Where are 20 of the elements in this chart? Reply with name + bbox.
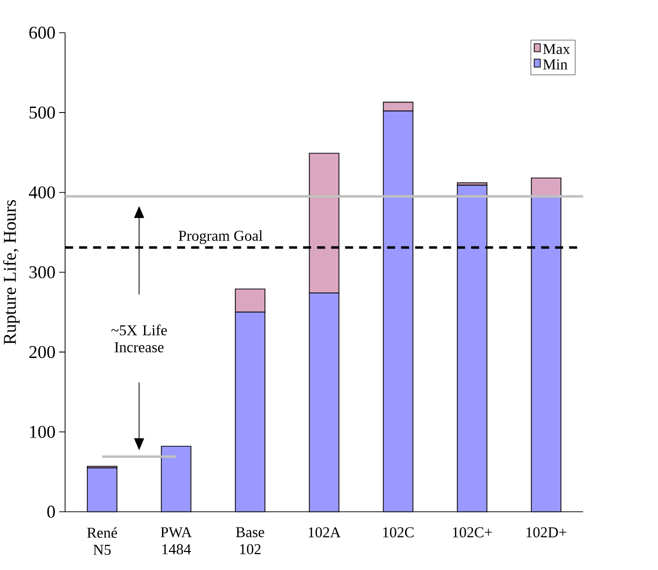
x-tick-label: 102D+ (526, 527, 566, 538)
y-axis-title: Rupture Life, Hours (3, 200, 20, 344)
x-tick-label: Base 102 (236, 527, 264, 554)
y-tick-label: 100 (30, 426, 55, 438)
y-tick-label: 600 (29, 26, 55, 39)
ref-line-label: Program Goal (178, 230, 262, 244)
x-tick-label: 102C (383, 527, 414, 538)
y-tick-label: 0 (47, 506, 55, 518)
x-tick-label: 102A (308, 527, 341, 538)
annotation: ~5X Life Increase (111, 324, 167, 352)
x-tick-label: PWA 1484 (160, 527, 192, 554)
bar (530, 178, 562, 197)
x-tick-label: René N5 (87, 527, 118, 555)
y-tick-label: 200 (29, 346, 55, 358)
y-tick-label: 400 (28, 186, 55, 198)
y-tick-label: 500 (30, 106, 55, 119)
legend-label: Min (543, 59, 568, 70)
y-tick-label: 300 (29, 266, 55, 278)
x-tick-label: 102C+ (452, 527, 492, 538)
legend-label: Max (543, 44, 570, 54)
